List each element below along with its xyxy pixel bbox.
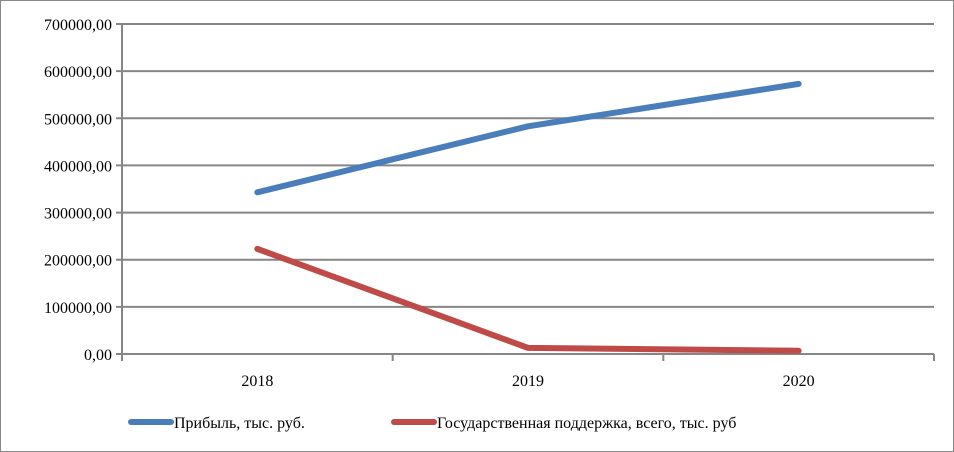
x-tick-label: 2018: [241, 373, 273, 390]
y-tick-label: 300000,00: [44, 206, 112, 223]
series-line-0: [254, 80, 802, 196]
y-tick-label: 0,00: [84, 347, 112, 364]
series-line-1: [254, 245, 802, 354]
legend-label: Прибыль, тыс. руб.: [174, 415, 305, 432]
y-tick-label: 600000,00: [44, 64, 112, 81]
y-tick-label: 200000,00: [44, 253, 112, 270]
x-tick-label: 2020: [783, 373, 815, 390]
y-tick-label: 700000,00: [44, 17, 112, 34]
legend-label: Государственная поддержка, всего, тыс. р…: [437, 415, 736, 432]
y-tick-label: 100000,00: [44, 300, 112, 317]
y-tick-label: 400000,00: [44, 158, 112, 175]
y-tick-label: 500000,00: [44, 111, 112, 128]
x-tick-label: 2019: [512, 373, 544, 390]
